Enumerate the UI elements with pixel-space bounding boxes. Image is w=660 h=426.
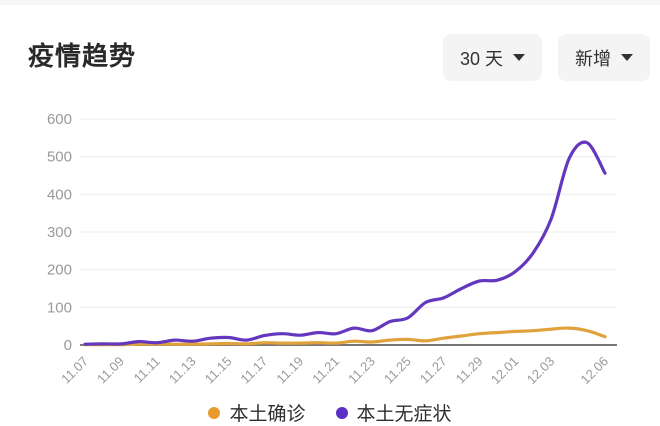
- legend-item-confirmed[interactable]: 本土确诊: [208, 399, 306, 426]
- svg-text:300: 300: [47, 224, 72, 241]
- svg-text:11.21: 11.21: [309, 354, 342, 387]
- svg-text:11.15: 11.15: [202, 354, 235, 387]
- asymptomatic-legend-dot-icon: [335, 406, 348, 419]
- svg-text:600: 600: [47, 111, 72, 128]
- svg-text:100: 100: [47, 299, 72, 316]
- svg-text:400: 400: [47, 186, 72, 203]
- range-dropdown-label: 30 天: [459, 48, 503, 69]
- range-dropdown[interactable]: 30 天: [442, 34, 542, 81]
- svg-text:11.11: 11.11: [131, 354, 163, 386]
- chart-legend: 本土确诊 本土无症状: [0, 399, 660, 426]
- svg-text:12.01: 12.01: [488, 354, 522, 388]
- svg-text:11.25: 11.25: [381, 354, 414, 387]
- svg-text:0: 0: [64, 337, 72, 354]
- page-title: 疫情趋势: [28, 41, 137, 71]
- confirmed-legend-label: 本土确诊: [229, 404, 306, 425]
- confirmed-legend-dot-icon: [208, 406, 221, 419]
- svg-text:500: 500: [47, 149, 72, 166]
- metric-dropdown[interactable]: 新增: [558, 34, 650, 81]
- asymptomatic-legend-label: 本土无症状: [356, 404, 452, 425]
- metric-dropdown-label: 新增: [575, 48, 611, 69]
- svg-text:11.23: 11.23: [345, 354, 378, 387]
- caret-down-icon: [513, 54, 525, 61]
- svg-text:11.13: 11.13: [166, 354, 199, 387]
- svg-text:11.17: 11.17: [237, 354, 270, 387]
- caret-down-icon: [621, 54, 633, 61]
- svg-text:11.09: 11.09: [94, 354, 127, 387]
- svg-text:11.29: 11.29: [453, 354, 486, 387]
- svg-text:200: 200: [47, 262, 72, 279]
- top-strip: [0, 0, 660, 5]
- svg-text:12.03: 12.03: [524, 354, 558, 388]
- svg-text:11.27: 11.27: [417, 354, 450, 387]
- svg-text:12.06: 12.06: [578, 354, 612, 388]
- svg-text:11.19: 11.19: [273, 354, 306, 387]
- legend-item-asymptomatic[interactable]: 本土无症状: [335, 399, 452, 426]
- header-controls: 30 天 新增: [442, 34, 650, 81]
- svg-text:11.07: 11.07: [58, 354, 91, 387]
